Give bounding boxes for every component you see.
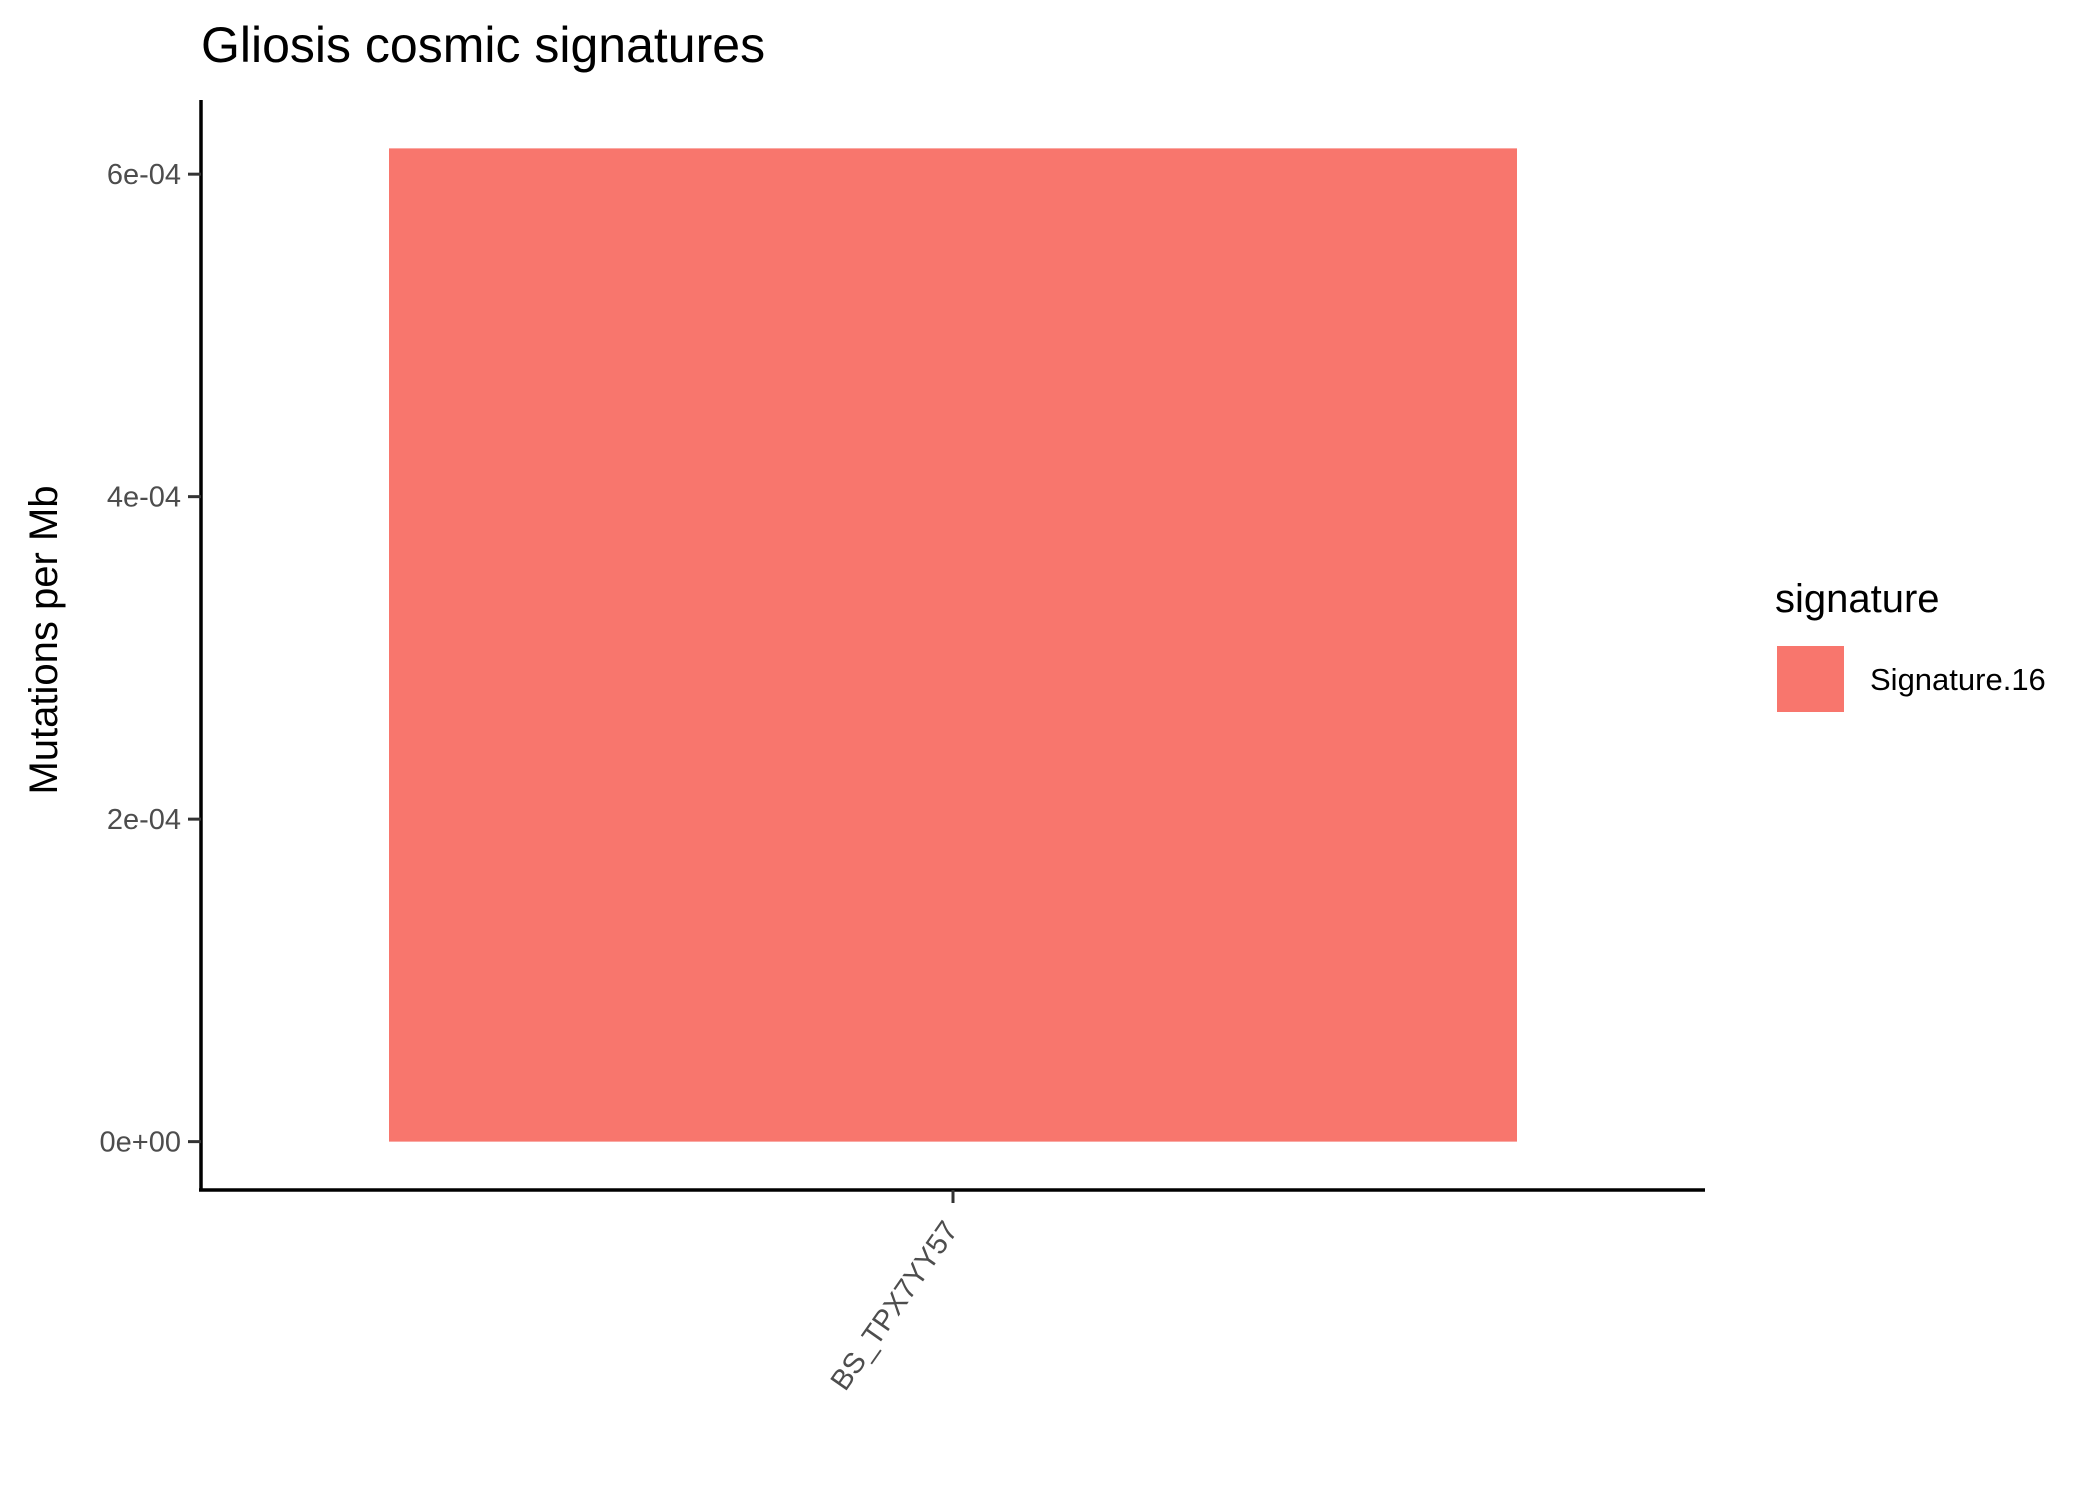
chart-title: Gliosis cosmic signatures (201, 17, 765, 73)
y-axis-label: Mutations per Mb (22, 485, 66, 794)
bars-group (389, 148, 1517, 1142)
y-ticks-group: 0e+00 2e-04 4e-04 6e-04 (100, 159, 201, 1159)
y-tick-label: 0e+00 (100, 1127, 181, 1159)
legend-label: Signature.16 (1870, 662, 2046, 697)
legend-title: signature (1775, 577, 1940, 621)
x-tick-label: BS_TPX7YY57 (825, 1216, 965, 1397)
y-tick-label: 4e-04 (107, 482, 181, 514)
y-tick-label: 2e-04 (107, 804, 181, 836)
legend: signature Signature.16 (1775, 577, 2046, 712)
legend-swatch (1777, 646, 1844, 712)
x-ticks-group: BS_TPX7YY57 (825, 1190, 965, 1396)
bar-BS_TPX7YY57-Signature.16 (389, 148, 1517, 1142)
legend-items: Signature.16 (1777, 646, 2046, 712)
y-tick-label: 6e-04 (107, 159, 181, 191)
